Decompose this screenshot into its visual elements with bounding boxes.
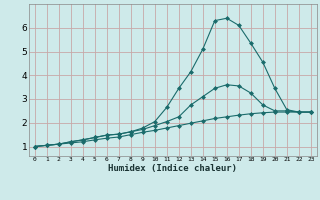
- X-axis label: Humidex (Indice chaleur): Humidex (Indice chaleur): [108, 164, 237, 173]
